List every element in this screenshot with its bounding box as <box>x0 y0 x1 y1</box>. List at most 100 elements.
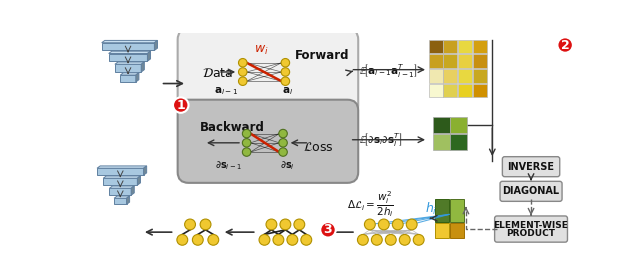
Bar <box>458 40 472 54</box>
Text: $\mathcal{D}\mathrm{ata}$: $\mathcal{D}\mathrm{ata}$ <box>202 67 234 80</box>
Polygon shape <box>109 186 134 188</box>
FancyBboxPatch shape <box>178 29 358 116</box>
Circle shape <box>273 234 284 245</box>
Bar <box>444 83 458 97</box>
Text: $\partial\mathbf{s}_l$: $\partial\mathbf{s}_l$ <box>280 160 295 172</box>
Bar <box>444 54 458 68</box>
Circle shape <box>358 234 368 245</box>
Circle shape <box>266 219 277 230</box>
Circle shape <box>259 234 270 245</box>
Circle shape <box>280 219 291 230</box>
Text: PRODUCT: PRODUCT <box>506 229 556 238</box>
Text: 3: 3 <box>324 223 332 236</box>
Circle shape <box>281 77 290 85</box>
Polygon shape <box>138 176 140 185</box>
Bar <box>433 134 450 150</box>
Text: $\mathbb{E}\!\left[\mathbf{a}_{l-1}\mathbf{a}_{l-1}^T\right]$: $\mathbb{E}\!\left[\mathbf{a}_{l-1}\math… <box>359 62 418 79</box>
Text: 1: 1 <box>177 98 185 112</box>
Bar <box>473 40 487 54</box>
Bar <box>473 69 487 83</box>
Polygon shape <box>102 40 157 43</box>
Bar <box>435 199 449 222</box>
Bar <box>115 64 141 72</box>
Bar <box>429 83 443 97</box>
Circle shape <box>200 219 211 230</box>
Text: $\Delta\mathcal{L}_i = \dfrac{w_i^2}{2h_i}$: $\Delta\mathcal{L}_i = \dfrac{w_i^2}{2h_… <box>347 189 394 219</box>
Circle shape <box>243 148 251 156</box>
Bar <box>435 223 449 238</box>
Bar <box>114 198 127 205</box>
Polygon shape <box>154 40 157 50</box>
Bar <box>451 117 467 133</box>
Circle shape <box>184 219 195 230</box>
Circle shape <box>413 234 424 245</box>
Polygon shape <box>136 73 139 82</box>
Bar <box>444 40 458 54</box>
FancyBboxPatch shape <box>178 100 358 183</box>
Bar <box>97 168 143 175</box>
Circle shape <box>239 68 247 76</box>
Circle shape <box>301 234 312 245</box>
Circle shape <box>294 219 305 230</box>
Circle shape <box>399 234 410 245</box>
Polygon shape <box>147 51 150 61</box>
Polygon shape <box>127 196 129 205</box>
FancyBboxPatch shape <box>500 181 562 201</box>
Bar <box>450 199 463 222</box>
Circle shape <box>364 219 375 230</box>
Text: Backward: Backward <box>200 121 265 134</box>
Circle shape <box>371 234 382 245</box>
Text: $h_i$: $h_i$ <box>425 201 437 217</box>
Circle shape <box>193 234 204 245</box>
Circle shape <box>406 219 417 230</box>
Circle shape <box>281 59 290 67</box>
Circle shape <box>557 37 573 53</box>
Text: 2: 2 <box>561 39 570 52</box>
FancyBboxPatch shape <box>502 157 560 177</box>
Bar <box>429 54 443 68</box>
Polygon shape <box>131 186 134 195</box>
Text: $w_i$: $w_i$ <box>254 44 269 57</box>
Circle shape <box>243 139 251 147</box>
Circle shape <box>279 139 287 147</box>
Circle shape <box>279 129 287 138</box>
Polygon shape <box>109 51 150 54</box>
Text: $\mathbf{a}_{l-1}$: $\mathbf{a}_{l-1}$ <box>214 85 237 97</box>
Text: INVERSE: INVERSE <box>508 162 554 172</box>
Bar <box>109 188 131 195</box>
Circle shape <box>173 97 189 113</box>
Bar <box>120 75 136 82</box>
Text: Forward: Forward <box>294 49 349 62</box>
Polygon shape <box>141 62 145 72</box>
Text: ELEMENT-WISE: ELEMENT-WISE <box>493 222 568 230</box>
Circle shape <box>239 59 247 67</box>
Polygon shape <box>143 166 147 175</box>
Bar <box>109 54 147 61</box>
Bar <box>103 178 138 185</box>
Bar <box>429 40 443 54</box>
Circle shape <box>177 234 188 245</box>
Polygon shape <box>97 166 147 168</box>
Text: $\mathbb{E}\!\left[\partial\mathbf{s}_l\partial\mathbf{s}_l^T\right]$: $\mathbb{E}\!\left[\partial\mathbf{s}_l\… <box>359 131 403 148</box>
Polygon shape <box>114 196 129 198</box>
Polygon shape <box>120 73 139 75</box>
Bar <box>450 223 463 238</box>
Circle shape <box>239 77 247 85</box>
Circle shape <box>385 234 396 245</box>
Bar <box>451 134 467 150</box>
Bar <box>458 83 472 97</box>
FancyBboxPatch shape <box>495 216 568 242</box>
Polygon shape <box>115 62 145 64</box>
Circle shape <box>392 219 403 230</box>
Bar <box>473 83 487 97</box>
Text: $\mathcal{L}\mathrm{oss}$: $\mathcal{L}\mathrm{oss}$ <box>303 141 334 154</box>
Bar <box>102 43 154 50</box>
Circle shape <box>320 222 336 237</box>
Bar <box>473 54 487 68</box>
Bar <box>429 69 443 83</box>
Bar <box>433 117 450 133</box>
Bar <box>444 69 458 83</box>
Circle shape <box>287 234 298 245</box>
Bar <box>458 69 472 83</box>
Circle shape <box>279 148 287 156</box>
